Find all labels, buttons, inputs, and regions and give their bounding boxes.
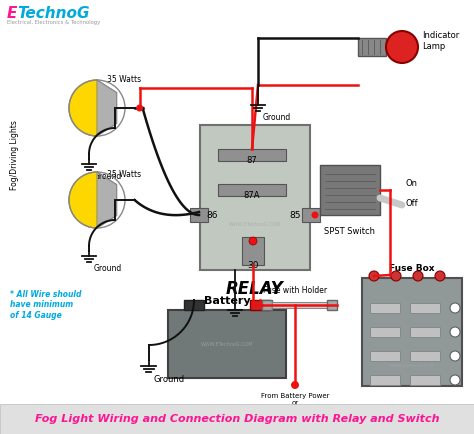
Bar — [302, 208, 320, 222]
Circle shape — [450, 327, 460, 337]
Text: 86: 86 — [206, 210, 218, 220]
Circle shape — [311, 211, 319, 218]
Bar — [218, 149, 286, 161]
Bar — [358, 38, 386, 56]
Text: Ground: Ground — [154, 375, 185, 384]
Circle shape — [136, 105, 143, 112]
Circle shape — [450, 303, 460, 313]
Bar — [168, 310, 286, 378]
Bar — [250, 300, 270, 310]
Text: Fuse with Holder: Fuse with Holder — [263, 286, 327, 295]
Circle shape — [386, 31, 418, 63]
Text: Electrical, Electronics & Technology: Electrical, Electronics & Technology — [7, 20, 100, 25]
Circle shape — [391, 271, 401, 281]
Text: RELAY: RELAY — [226, 280, 284, 298]
Circle shape — [249, 237, 257, 245]
Bar — [370, 327, 400, 337]
Bar — [0, 404, 474, 434]
Bar — [410, 375, 440, 385]
Text: On: On — [406, 178, 418, 187]
Text: Off: Off — [406, 198, 419, 207]
Text: Battery: Battery — [204, 296, 250, 306]
Text: 30: 30 — [247, 261, 259, 270]
Text: Ground: Ground — [94, 264, 122, 273]
Text: Fog/Driving Lights: Fog/Driving Lights — [10, 120, 19, 190]
Bar — [200, 125, 310, 270]
Bar — [370, 351, 400, 361]
Circle shape — [450, 351, 460, 361]
Text: Indicator
Lamp: Indicator Lamp — [422, 31, 459, 51]
Bar — [327, 300, 337, 310]
Text: Fuse Box: Fuse Box — [389, 264, 435, 273]
Text: Ground: Ground — [94, 172, 122, 181]
Bar — [272, 302, 327, 308]
Text: WWW.ETechnoG.COM: WWW.ETechnoG.COM — [390, 364, 434, 368]
Bar — [362, 278, 462, 386]
Circle shape — [450, 375, 460, 385]
Bar — [370, 303, 400, 313]
Text: Fog Light Wiring and Connection Diagram with Relay and Switch: Fog Light Wiring and Connection Diagram … — [35, 414, 439, 424]
Text: TechnoG: TechnoG — [17, 6, 90, 21]
Text: WWW.ETechnoG.COM: WWW.ETechnoG.COM — [201, 342, 253, 346]
Bar — [242, 237, 264, 265]
Text: * All Wire should
have minimum
of 14 Gauge: * All Wire should have minimum of 14 Gau… — [10, 290, 82, 320]
Polygon shape — [69, 172, 97, 228]
Text: WWW.ETechnoG.COM: WWW.ETechnoG.COM — [229, 223, 281, 227]
Circle shape — [369, 271, 379, 281]
Bar — [410, 327, 440, 337]
Polygon shape — [97, 172, 117, 228]
Bar — [320, 165, 380, 215]
Bar — [410, 351, 440, 361]
Text: 87: 87 — [246, 156, 257, 165]
Text: 87A: 87A — [244, 191, 260, 200]
Text: E: E — [7, 6, 18, 21]
Bar — [370, 375, 400, 385]
Bar — [190, 208, 208, 222]
Bar — [410, 303, 440, 313]
Text: Ground: Ground — [240, 318, 268, 327]
Bar — [262, 300, 272, 310]
Circle shape — [435, 271, 445, 281]
Circle shape — [291, 381, 299, 389]
Bar — [184, 300, 204, 310]
Circle shape — [413, 271, 423, 281]
Polygon shape — [97, 80, 117, 136]
Text: 35 Watts: 35 Watts — [107, 170, 141, 179]
Bar — [218, 184, 286, 196]
Text: 85: 85 — [289, 210, 301, 220]
Text: 35 Watts: 35 Watts — [107, 75, 141, 84]
Polygon shape — [69, 80, 97, 136]
Text: Ground: Ground — [263, 113, 291, 122]
Text: From Battery Power
or
IGN: From Battery Power or IGN — [261, 393, 329, 413]
Text: SPST Switch: SPST Switch — [325, 227, 375, 236]
